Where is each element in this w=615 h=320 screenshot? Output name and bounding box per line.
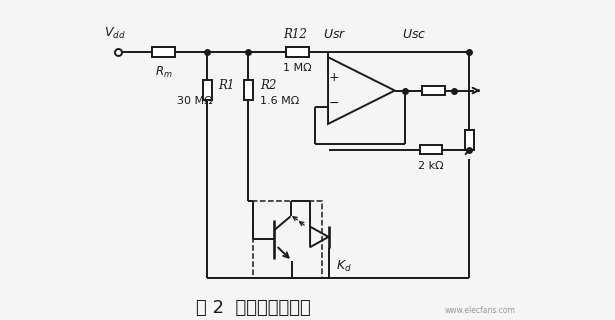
Bar bbox=[422, 86, 445, 95]
Bar bbox=[244, 80, 253, 100]
Text: 1 MΩ: 1 MΩ bbox=[283, 63, 312, 73]
Text: $K_d$: $K_d$ bbox=[336, 259, 352, 274]
Bar bbox=[203, 80, 212, 100]
Bar bbox=[253, 201, 322, 278]
Text: $Usc$: $Usc$ bbox=[402, 28, 427, 41]
Text: 2 kΩ: 2 kΩ bbox=[418, 161, 443, 171]
Text: 图 2  阻抗变换器电路: 图 2 阻抗变换器电路 bbox=[196, 299, 311, 317]
Bar bbox=[464, 130, 474, 150]
Text: www.elecfans.com: www.elecfans.com bbox=[445, 307, 515, 316]
Text: 1.6 MΩ: 1.6 MΩ bbox=[260, 96, 299, 106]
Text: R2: R2 bbox=[260, 79, 276, 92]
Text: +: + bbox=[329, 71, 339, 84]
Bar bbox=[152, 47, 175, 57]
Text: 30 MΩ: 30 MΩ bbox=[177, 96, 212, 106]
Bar bbox=[286, 47, 309, 57]
Text: R1: R1 bbox=[219, 79, 235, 92]
Text: −: − bbox=[329, 97, 339, 110]
Text: $R_m$: $R_m$ bbox=[155, 65, 173, 80]
Bar bbox=[420, 145, 442, 154]
Text: $Usr$: $Usr$ bbox=[323, 28, 346, 41]
Text: $V_{dd}$: $V_{dd}$ bbox=[104, 26, 126, 41]
Text: R12: R12 bbox=[283, 28, 307, 41]
